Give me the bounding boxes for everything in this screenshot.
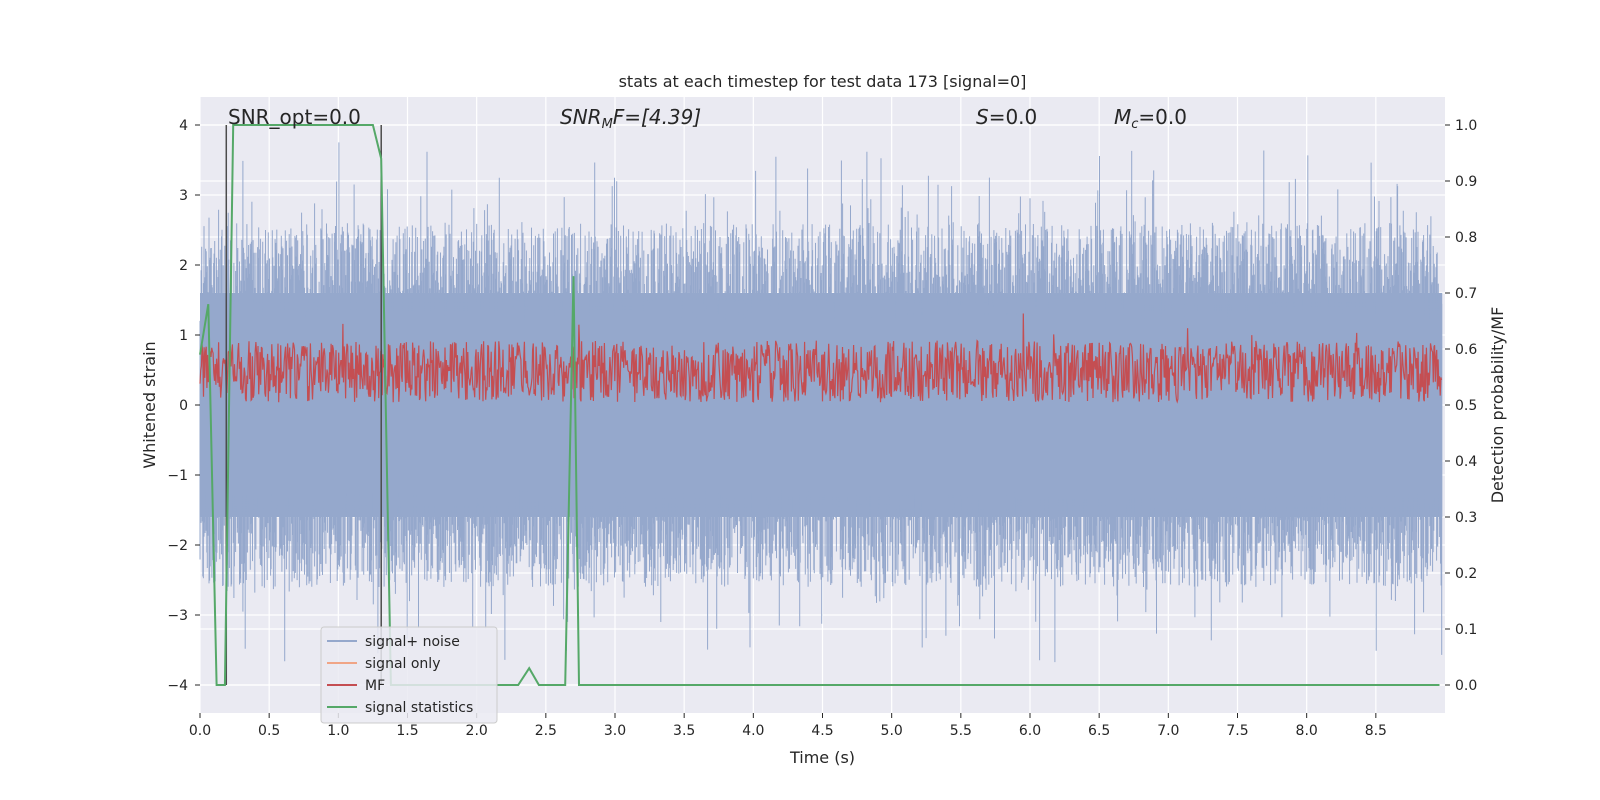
- annotation-snr-mf-sub: M: [602, 117, 613, 132]
- x-tick-label: 3.0: [604, 723, 626, 739]
- x-tick-label: 0.5: [258, 723, 280, 739]
- x-tick-label: 5.0: [881, 723, 903, 739]
- y2-tick-label: 0.0: [1455, 678, 1477, 694]
- y-tick-label: 3: [179, 188, 188, 204]
- y2-tick-label: 0.1: [1455, 622, 1477, 638]
- annotation-s-rest: =0.0: [989, 105, 1038, 129]
- legend-items: signal+ noise signal only MF signal statist…: [327, 634, 473, 716]
- y-tick-label: −3: [167, 608, 188, 624]
- annotation-mc: Mc=0.0: [1114, 105, 1187, 132]
- annotation-s-symbol: S: [976, 105, 989, 129]
- series-signal-noise: [199, 142, 1443, 663]
- x-tick-label: 5.5: [950, 723, 972, 739]
- x-tick-label: 0.0: [189, 723, 211, 739]
- y2-axis-label: Detection probability/MF: [1488, 307, 1507, 504]
- x-tick-label: 7.0: [1157, 723, 1179, 739]
- x-tick-label: 2.0: [466, 723, 488, 739]
- y2-tick-label: 0.2: [1455, 566, 1477, 582]
- annotation-snr-mf-rest: F=[4.39]: [613, 105, 701, 129]
- y2-tick-label: 0.8: [1455, 230, 1477, 246]
- y2-tick-label: 1.0: [1455, 118, 1477, 134]
- y-tick-label: 4: [179, 118, 188, 134]
- y-tick-label: −1: [167, 468, 188, 484]
- x-tick-label: 6.5: [1088, 723, 1110, 739]
- legend-label: signal statistics: [365, 700, 473, 716]
- x-tick-label: 6.0: [1019, 723, 1041, 739]
- y-tick-label: 0: [179, 398, 188, 414]
- annotation-snr-mf: SNRMF=[4.39]: [560, 105, 701, 132]
- signal-noise-line: [199, 142, 1443, 663]
- y-axis-label: Whitened strain: [140, 341, 159, 468]
- y-tick-label: 1: [179, 328, 188, 344]
- axes: 0.0 0.5 1.0 1.5 2.0 2.5 3.0 3.5 4.0 4.5 5.0 5.5 6.0 6…: [167, 118, 1477, 739]
- y2-tick-label: 0.9: [1455, 174, 1477, 190]
- chart-title: stats at each timestep for test data 173…: [619, 72, 1027, 91]
- legend-label: signal only: [365, 656, 440, 672]
- x-tick-label: 3.5: [673, 723, 695, 739]
- y2-tick-label: 0.6: [1455, 342, 1477, 358]
- annotation-snr-opt: SNR_opt=0.0: [228, 105, 361, 129]
- x-tick-label: 1.5: [396, 723, 418, 739]
- annotation-s: S=0.0: [976, 105, 1037, 129]
- annotation-mc-symbol: M: [1114, 105, 1131, 129]
- annotation-mc-rest: =0.0: [1138, 105, 1187, 129]
- series-mf: [199, 313, 1443, 404]
- legend-box: [320, 626, 498, 724]
- plot-area: [199, 97, 1445, 713]
- mf-line: [199, 313, 1443, 404]
- annotation-snr-mf-main: SNR: [560, 105, 602, 129]
- x-tick-label: 4.0: [742, 723, 764, 739]
- y2-tick-label: 0.5: [1455, 398, 1477, 414]
- y-tick-label: −4: [167, 678, 188, 694]
- x-tick-label: 1.0: [327, 723, 349, 739]
- x-tick-label: 4.5: [811, 723, 833, 739]
- x-tick-label: 2.5: [535, 723, 557, 739]
- annotations: SNR_opt=0.0 SNRMF=[4.39] S=0.0 Mc=0.0: [228, 105, 1187, 132]
- x-tick-label: 8.5: [1365, 723, 1387, 739]
- y2-tick-label: 0.3: [1455, 510, 1477, 526]
- x-tick-label: 8.0: [1296, 723, 1318, 739]
- x-tick-label: 7.5: [1226, 723, 1248, 739]
- legend-label: MF: [365, 678, 385, 694]
- legend: signal+ noise signal only MF signal statist…: [320, 626, 498, 724]
- y2-tick-label: 0.7: [1455, 286, 1477, 302]
- y-tick-label: 2: [179, 258, 188, 274]
- legend-label: signal+ noise: [365, 634, 460, 650]
- annotation-mc-sub: c: [1131, 117, 1138, 132]
- y2-tick-label: 0.4: [1455, 454, 1477, 470]
- y-tick-label: −2: [167, 538, 188, 554]
- x-axis-label: Time (s): [789, 748, 855, 767]
